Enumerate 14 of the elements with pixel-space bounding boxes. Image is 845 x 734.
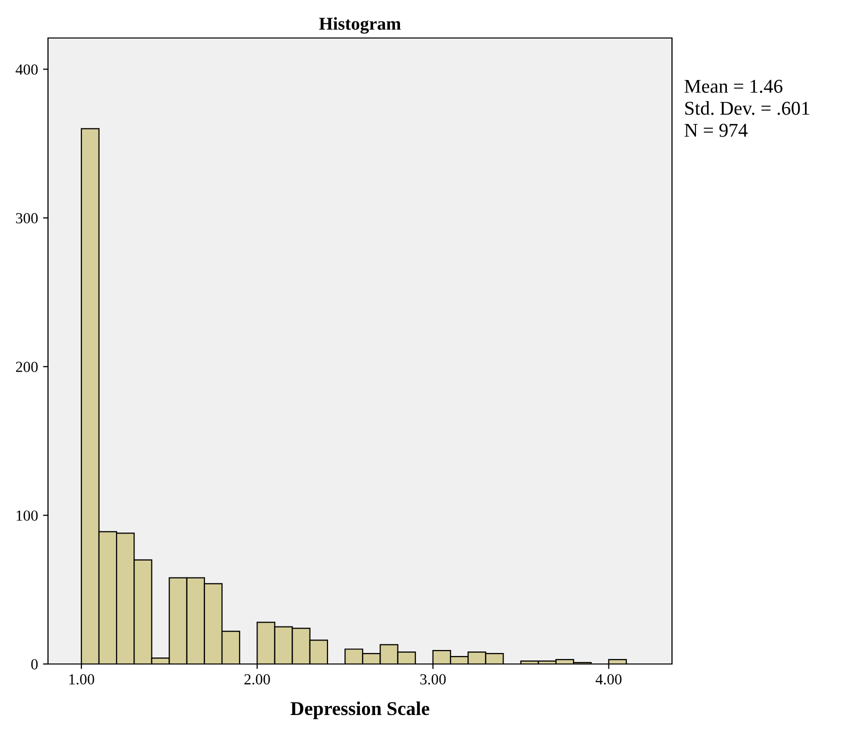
- x-axis-title: Depression Scale: [290, 701, 430, 720]
- x-tick-label: 2.00: [244, 674, 270, 685]
- y-tick-label: 0: [31, 659, 38, 670]
- chart-title: Histogram: [319, 17, 401, 34]
- y-tick-label: 200: [16, 362, 38, 372]
- x-tick-label: 4.00: [596, 674, 622, 685]
- x-tick-label: 1.00: [69, 674, 94, 685]
- x-tick-label: 3.00: [420, 674, 446, 685]
- y-tick-label: 400: [16, 64, 38, 75]
- text: Std. Dev. = .601: [685, 101, 810, 115]
- y-tick-label: 300: [16, 213, 38, 224]
- text: Mean = 1.46: [684, 80, 782, 93]
- text: N = 974: [684, 124, 748, 137]
- y-tick-label: 100: [16, 510, 38, 521]
